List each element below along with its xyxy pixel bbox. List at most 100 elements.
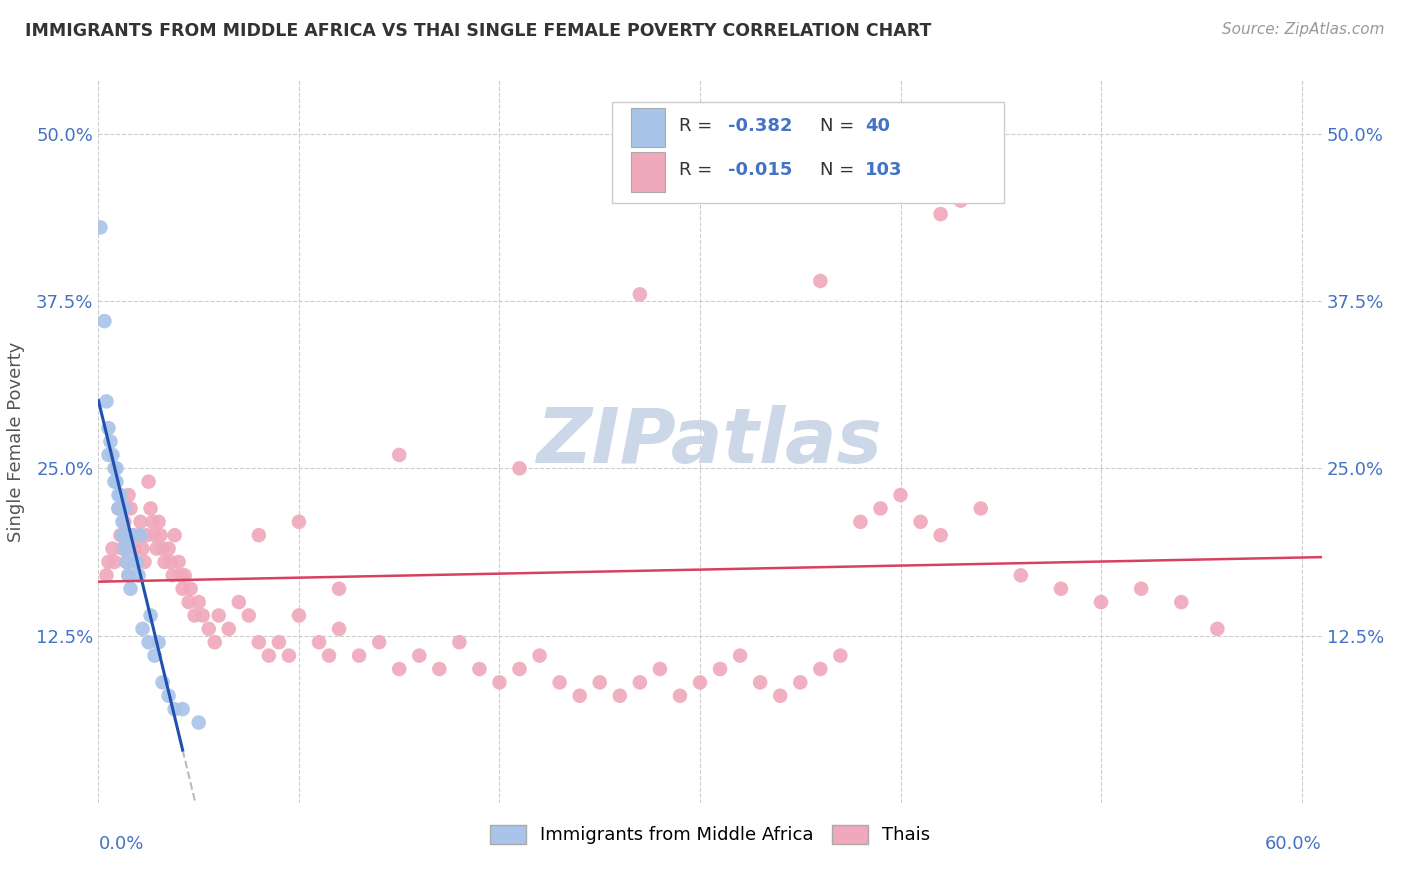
Point [929, 528, 952, 542]
Point [103, 555, 125, 569]
Point [114, 501, 136, 516]
Point [749, 675, 772, 690]
Point [117, 541, 139, 556]
Point [628, 675, 651, 690]
Point [488, 675, 510, 690]
Point [120, 582, 142, 596]
Text: 40: 40 [865, 117, 890, 135]
Point [208, 608, 231, 623]
Y-axis label: Single Female Poverty: Single Female Poverty [7, 342, 25, 541]
Point [96, 568, 118, 582]
Point [117, 568, 139, 582]
Point [277, 648, 299, 663]
Point [187, 715, 209, 730]
Point [889, 488, 911, 502]
Point [139, 501, 162, 516]
Point [172, 582, 194, 596]
Point [468, 662, 491, 676]
Point [96, 394, 118, 409]
Point [449, 635, 471, 649]
Point [589, 675, 612, 690]
Point [159, 555, 181, 569]
Point [103, 461, 125, 475]
Point [308, 635, 330, 649]
Point [101, 448, 124, 462]
Point [148, 515, 170, 529]
Point [408, 648, 430, 663]
Point [1130, 582, 1153, 596]
Point [128, 528, 150, 542]
Point [172, 702, 194, 716]
Point [128, 568, 150, 582]
Point [125, 555, 148, 569]
Point [148, 635, 170, 649]
Point [121, 528, 143, 542]
Point [114, 541, 136, 556]
Legend: Immigrants from Middle Africa, Thais: Immigrants from Middle Africa, Thais [489, 825, 931, 845]
Text: IMMIGRANTS FROM MIDDLE AFRICA VS THAI SINGLE FEMALE POVERTY CORRELATION CHART: IMMIGRANTS FROM MIDDLE AFRICA VS THAI SI… [25, 22, 932, 40]
Point [107, 501, 129, 516]
Point [93, 314, 115, 328]
Point [117, 488, 139, 502]
Point [808, 274, 831, 288]
Point [163, 702, 186, 716]
Point [143, 648, 166, 663]
Point [131, 541, 153, 556]
Point [134, 555, 156, 569]
Point [288, 515, 311, 529]
Point [167, 555, 190, 569]
Point [318, 648, 340, 663]
Point [111, 528, 134, 542]
Point [115, 528, 138, 542]
Point [427, 662, 450, 676]
Point [328, 582, 350, 596]
Point [152, 541, 174, 556]
Point [110, 501, 132, 516]
Point [568, 689, 591, 703]
Point [849, 515, 872, 529]
Point [910, 515, 932, 529]
Point [120, 501, 142, 516]
Point [869, 167, 891, 181]
Point [368, 635, 391, 649]
Point [970, 501, 993, 516]
Point [709, 662, 731, 676]
Point [131, 622, 153, 636]
Point [169, 568, 191, 582]
Point [153, 555, 176, 569]
Point [142, 515, 165, 529]
Point [143, 528, 166, 542]
Point [648, 662, 671, 676]
Point [157, 689, 180, 703]
Point [183, 608, 205, 623]
Point [124, 541, 146, 556]
Point [107, 488, 129, 502]
Point [257, 648, 280, 663]
Point [288, 608, 311, 623]
Point [388, 662, 411, 676]
Point [247, 528, 270, 542]
Point [609, 689, 631, 703]
Text: R =: R = [679, 117, 718, 135]
Point [111, 515, 134, 529]
Point [138, 475, 160, 489]
Point [163, 528, 186, 542]
Point [247, 635, 270, 649]
Point [830, 648, 852, 663]
Text: ZIPatlas: ZIPatlas [537, 405, 883, 478]
Point [97, 421, 120, 435]
Point [110, 528, 132, 542]
Point [1050, 582, 1073, 596]
Point [114, 528, 136, 542]
Point [152, 675, 174, 690]
Point [138, 635, 160, 649]
Point [808, 662, 831, 676]
Point [117, 568, 139, 582]
FancyBboxPatch shape [612, 102, 1004, 203]
Point [388, 448, 411, 462]
Point [1206, 622, 1229, 636]
Point [204, 635, 226, 649]
Point [97, 448, 120, 462]
Point [100, 434, 122, 449]
Point [115, 555, 138, 569]
